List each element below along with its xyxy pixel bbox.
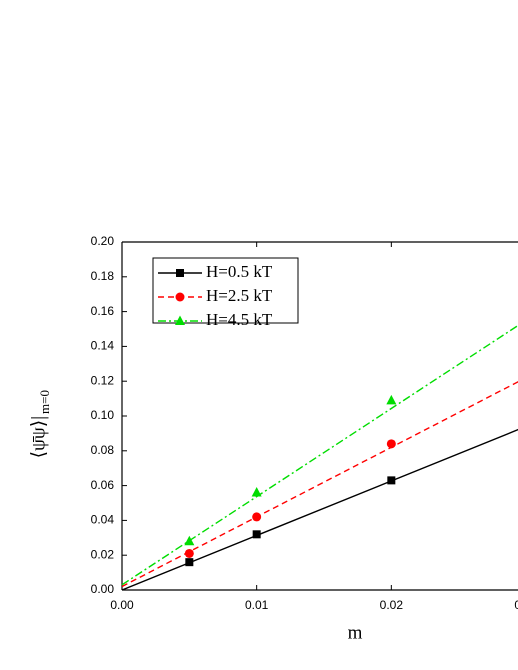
marker <box>184 535 195 546</box>
marker <box>175 292 185 302</box>
y-tick-label: 0.12 <box>91 373 115 387</box>
marker <box>185 558 194 567</box>
marker <box>386 394 397 405</box>
marker <box>387 476 396 485</box>
y-tick-label: 0.04 <box>91 513 115 527</box>
y-tick-label: 0.14 <box>91 339 115 353</box>
fit-line <box>121 324 518 586</box>
fit-line <box>121 381 518 588</box>
x-tick-label: 0.00 <box>110 598 134 612</box>
marker <box>251 487 262 497</box>
x-tick-label: 0.01 <box>245 598 269 612</box>
marker <box>386 439 396 449</box>
y-tick-label: 0.18 <box>91 269 115 283</box>
y-tick-label: 0.10 <box>91 408 115 422</box>
marker <box>175 315 185 325</box>
marker <box>184 548 194 558</box>
y-axis-label-sub: m=0 <box>37 390 52 414</box>
legend-label: H=4.5 kT <box>206 310 273 329</box>
y-tick-label: 0.16 <box>91 304 115 318</box>
fit-line <box>121 428 518 591</box>
y-tick-label: 0.00 <box>91 582 115 596</box>
x-tick-label: 0.03 <box>514 598 518 612</box>
marker <box>176 269 184 277</box>
marker <box>252 512 262 522</box>
y-tick-label: 0.08 <box>91 443 115 457</box>
legend-box <box>152 257 299 324</box>
y-tick-label: 0.20 <box>91 234 115 248</box>
marker <box>252 530 261 539</box>
y-axis-label-group: ⟨ψ̄ψ⟩| m=0 <box>28 390 52 458</box>
y-tick-label: 0.06 <box>91 478 115 492</box>
legend-label: H=2.5 kT <box>206 286 273 305</box>
x-axis-label: m <box>348 622 363 643</box>
y-tick-label: 0.02 <box>91 547 115 561</box>
x-tick-label: 0.02 <box>380 598 404 612</box>
legend-label: H=0.5 kT <box>206 262 273 281</box>
y-axis-label: ⟨ψ̄ψ⟩| <box>28 416 49 458</box>
